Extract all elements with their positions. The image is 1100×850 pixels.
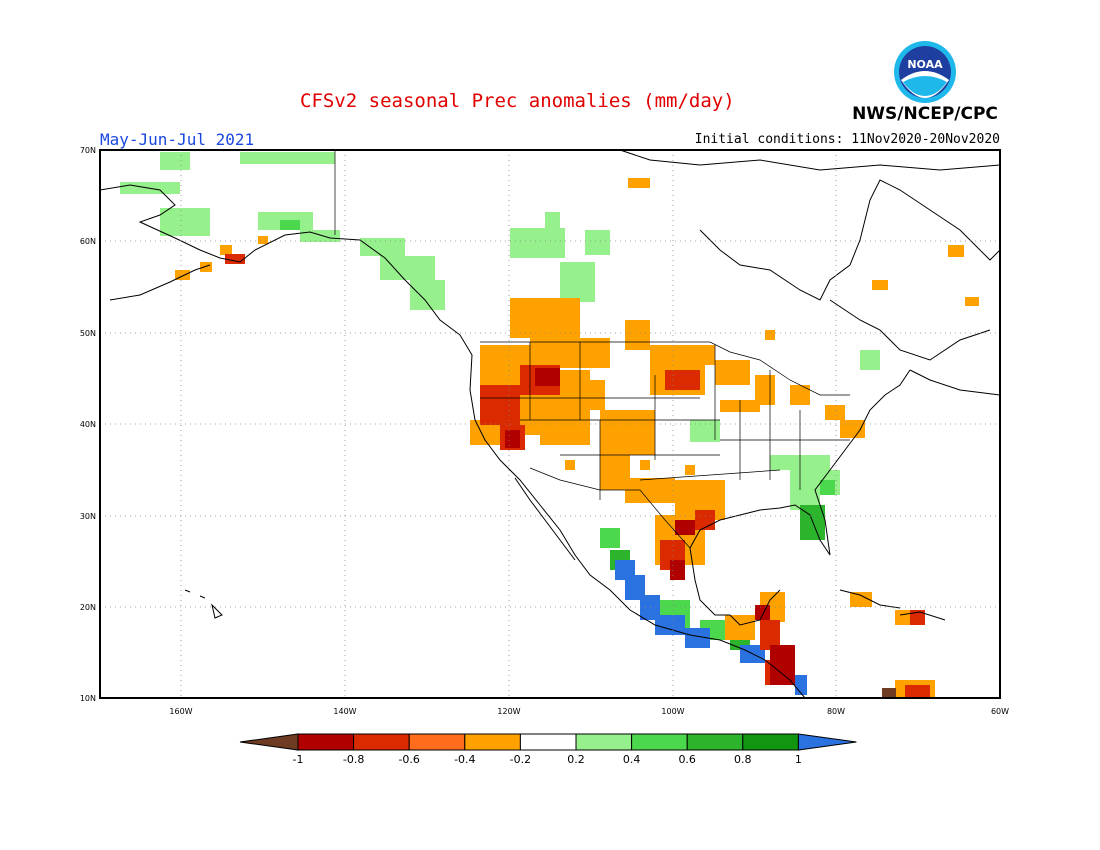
colorbar-arrow-low [239,733,299,751]
colorbar-swatch [742,733,799,751]
lon-label: 100W [661,707,684,716]
latitude-labels: 70N 60N 50N 40N 30N 20N 10N [80,146,96,703]
colorbar-label: -0.8 [343,753,364,766]
initial-conditions: Initial conditions: 11Nov2020-20Nov2020 [694,132,1000,147]
lat-label: 20N [80,603,96,612]
colorbar-swatch [408,733,466,751]
svg-text:NOAA: NOAA [907,58,943,71]
anomaly-layer [120,152,979,698]
forecast-period: May-Jun-Jul 2021 [100,130,255,149]
colorbar-swatch [519,733,577,751]
lat-label: 10N [80,694,96,703]
colorbar-label: 1 [795,753,802,766]
colorbar-label: 0.6 [678,753,696,766]
lon-label: 140W [333,707,356,716]
colorbar-swatch [353,733,410,751]
colorbar-swatch [464,733,521,751]
colorbar-label: 0.8 [734,753,752,766]
colorbar-label: 0.2 [567,753,585,766]
lat-label: 30N [80,512,96,521]
longitude-labels: 160W 140W 120W 100W 80W 60W [169,707,1009,716]
noaa-logo-icon: NOAA [894,41,956,103]
colorbar-label: -0.4 [454,753,475,766]
colorbar-label: 0.4 [623,753,641,766]
lon-label: 60W [991,707,1009,716]
lat-label: 50N [80,329,96,338]
colorbar-swatch [575,733,633,751]
lat-label: 60N [80,237,96,246]
colorbar-swatch [631,733,688,751]
map-title: CFSv2 seasonal Prec anomalies (mm/day) [300,90,735,112]
lon-label: 80W [827,707,845,716]
colorbar-arrow-high [797,733,857,751]
colorbar-label: -0.2 [510,753,531,766]
lat-label: 40N [80,420,96,429]
colorbar-label: -1 [293,753,304,766]
coastlines [99,149,1001,699]
colorbar-label: -0.6 [398,753,419,766]
lat-label: 70N [80,146,96,155]
map-frame [99,149,1001,699]
agency-label: NWS/NCEP/CPC [852,104,998,124]
colorbar-swatch [297,733,355,751]
graticule [100,150,1000,698]
colorbar-swatch [686,733,744,751]
colorbar: -1 -0.8 -0.6 -0.4 -0.2 0.2 0.4 0.6 0.8 1 [239,733,857,766]
lon-label: 160W [169,707,192,716]
political-borders [334,150,850,549]
lon-label: 120W [497,707,520,716]
